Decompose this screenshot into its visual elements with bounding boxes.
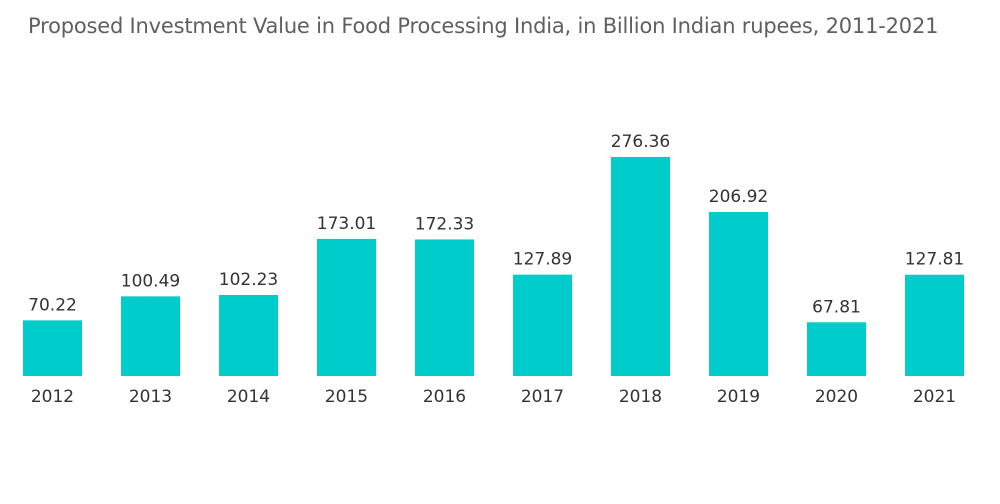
- value-label-2021: 127.81: [905, 250, 964, 270]
- bar-2014: [219, 294, 278, 376]
- bar-2015: [317, 238, 376, 376]
- bar-2020: [807, 322, 866, 376]
- x-tick-label-2015: 2015: [325, 387, 368, 407]
- value-label-2019: 206.92: [709, 187, 768, 207]
- value-label-2020: 67.81: [812, 297, 861, 317]
- value-label-2018: 276.36: [611, 132, 670, 152]
- value-label-2012: 70.22: [28, 295, 77, 315]
- bar-2012: [23, 320, 82, 376]
- value-label-2014: 102.23: [219, 270, 278, 290]
- x-tick-label-2019: 2019: [717, 387, 760, 407]
- x-axis-ticks: 2012 2013 2014 2015 2016 2017 2018 2019 2020 2021: [31, 387, 956, 407]
- bars-group: [23, 157, 964, 376]
- x-tick-label-2017: 2017: [521, 387, 564, 407]
- value-label-2017: 127.89: [513, 250, 572, 270]
- bar-2016: [415, 239, 474, 376]
- bar-2019: [709, 212, 768, 376]
- bar-2017: [513, 274, 572, 376]
- value-label-2013: 100.49: [121, 271, 180, 291]
- x-tick-label-2021: 2021: [913, 387, 956, 407]
- bar-2013: [121, 296, 180, 376]
- x-tick-label-2018: 2018: [619, 387, 662, 407]
- x-tick-label-2012: 2012: [31, 387, 74, 407]
- x-tick-label-2016: 2016: [423, 387, 466, 407]
- x-tick-label-2013: 2013: [129, 387, 172, 407]
- chart-title: Proposed Investment Value in Food Proces…: [28, 14, 939, 38]
- value-labels-group: 70.22 100.49 102.23 173.01 172.33 127.89 276.3…: [28, 132, 964, 317]
- x-tick-label-2020: 2020: [815, 387, 858, 407]
- value-label-2015: 173.01: [317, 214, 376, 234]
- bar-2018: [611, 157, 670, 376]
- value-label-2016: 172.33: [415, 214, 474, 234]
- x-tick-label-2014: 2014: [227, 387, 270, 407]
- bar-2021: [905, 274, 964, 376]
